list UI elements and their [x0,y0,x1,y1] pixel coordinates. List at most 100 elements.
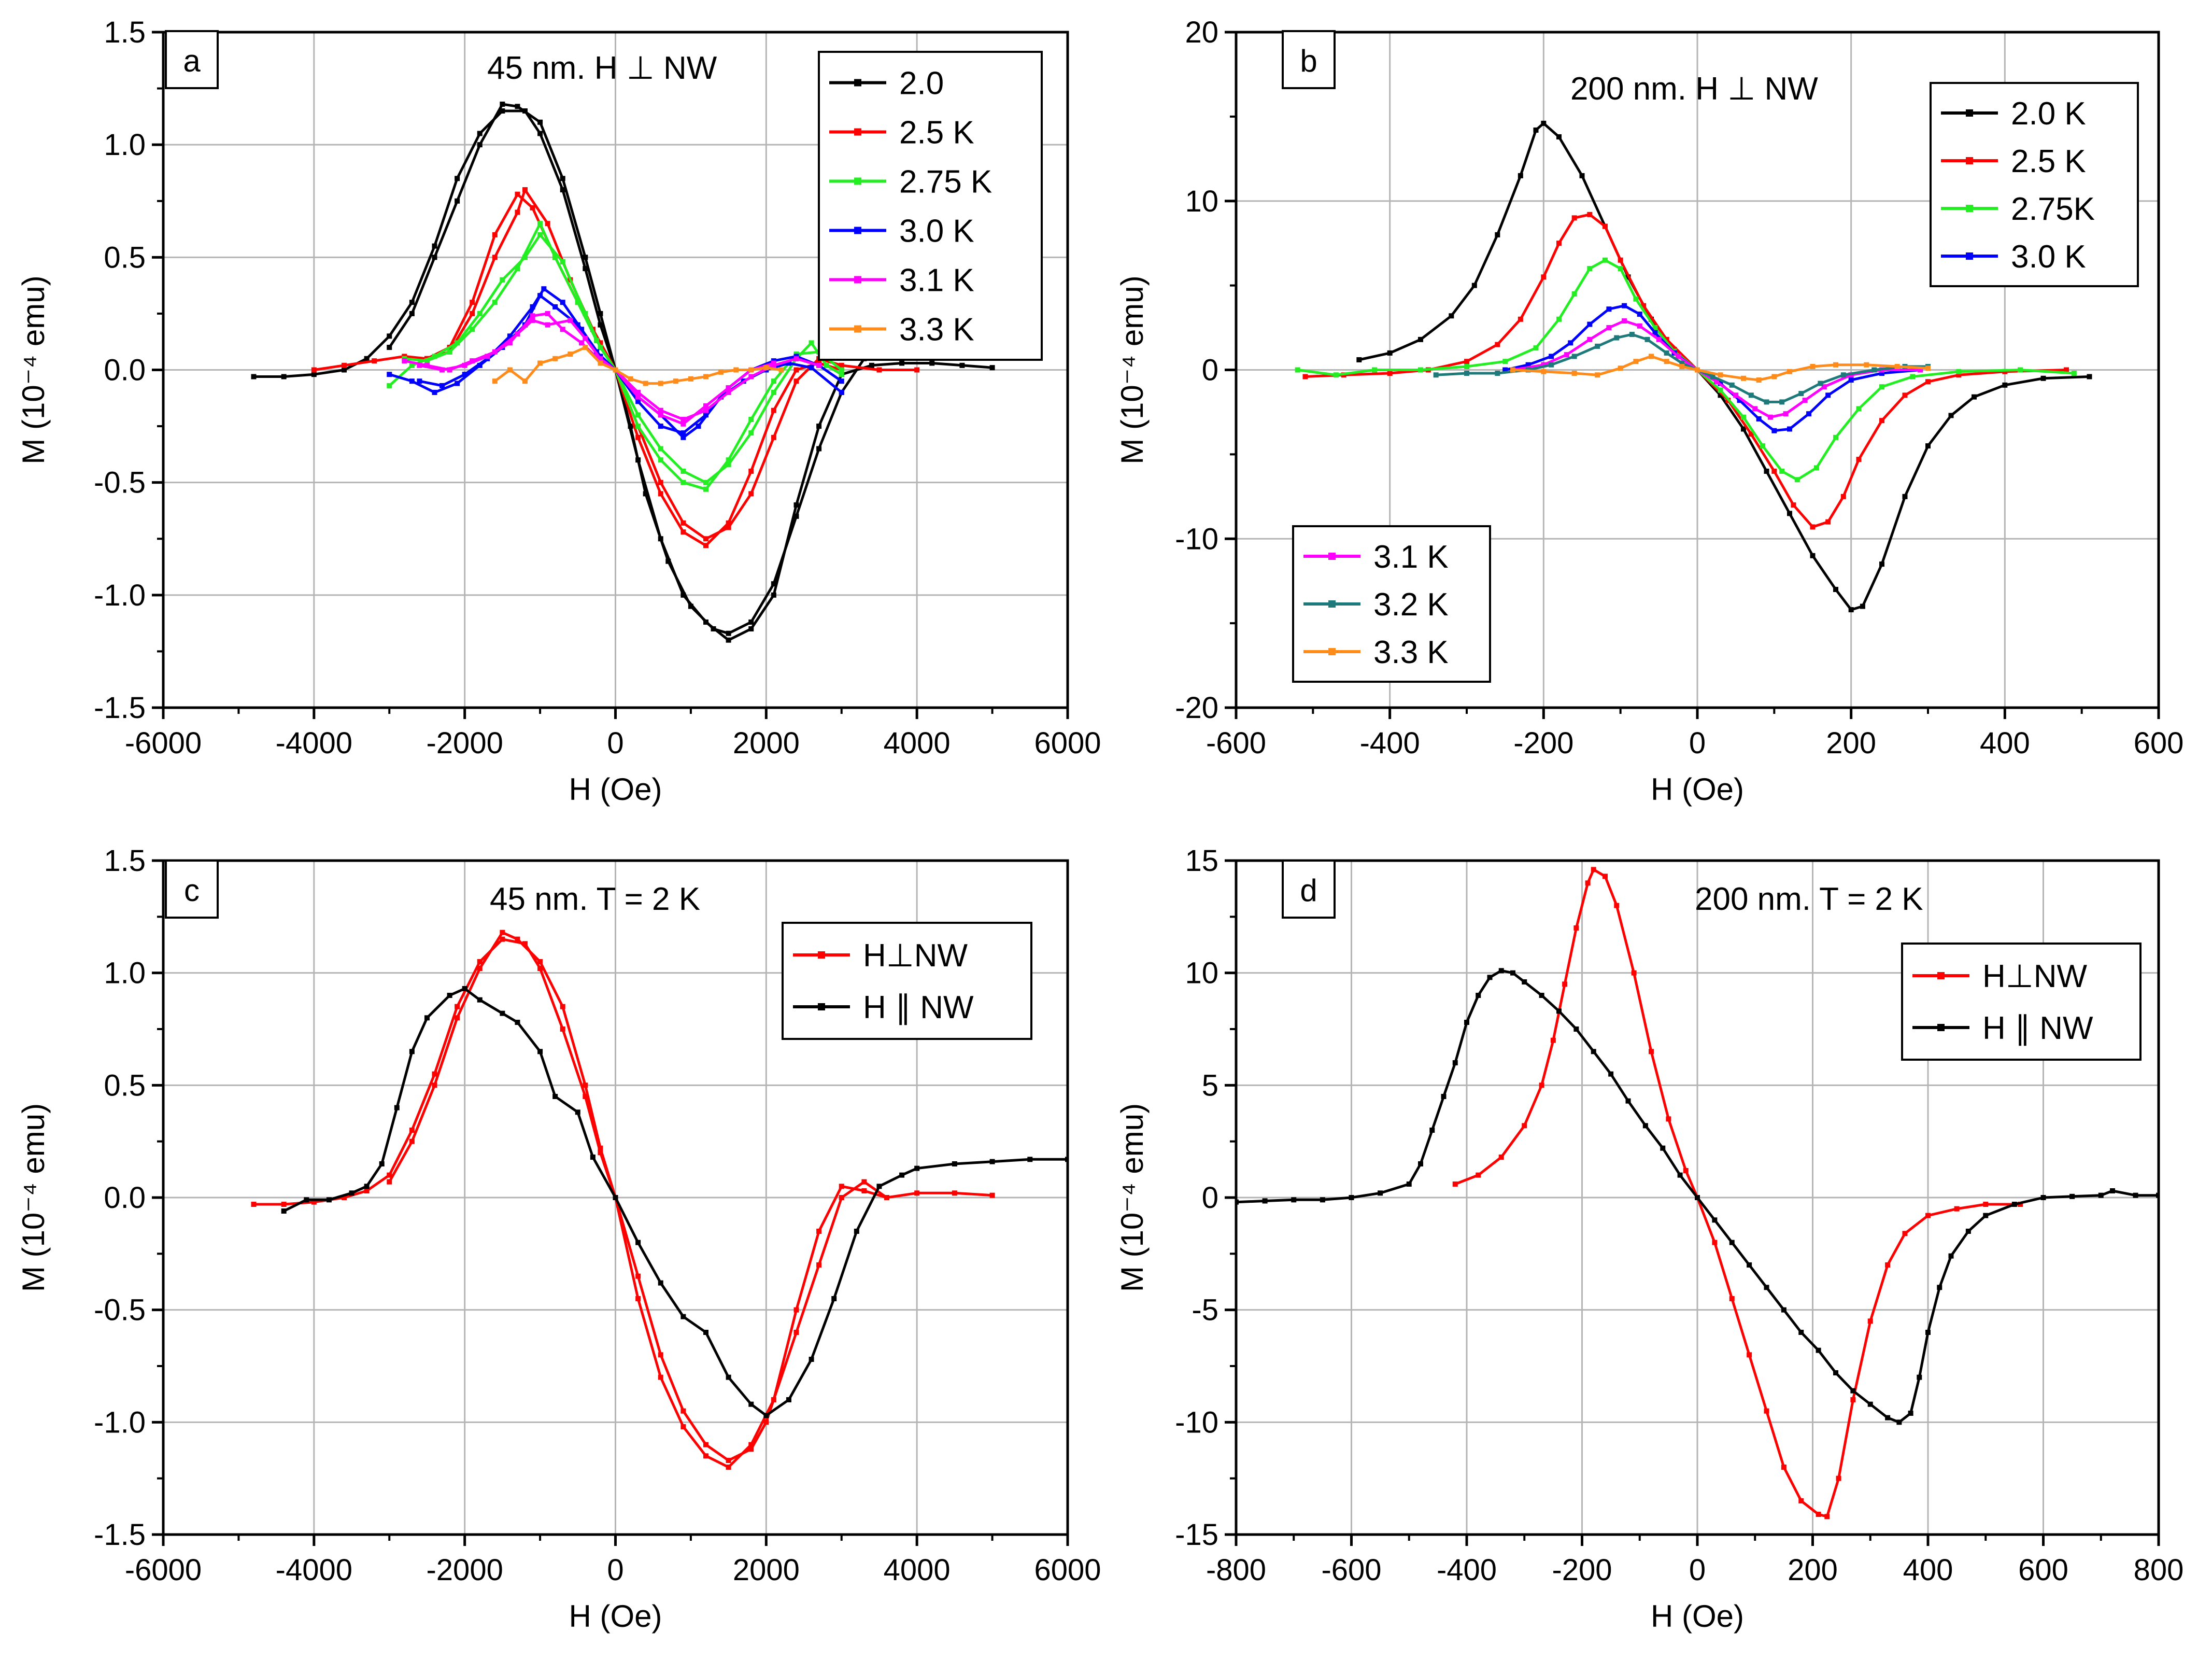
data-point [635,457,641,463]
data-point [1918,367,1923,373]
data-point [1541,362,1547,368]
panel-label-box [165,30,219,89]
y-tick-label: -15 [1175,1518,1218,1552]
data-point [1406,1181,1412,1187]
data-point [680,520,686,526]
data-point [1633,359,1639,364]
data-point [635,412,641,418]
data-point [1712,1240,1718,1245]
data-point [1587,212,1593,217]
data-point [349,1190,355,1196]
data-point [1518,173,1523,178]
data-point [1262,1198,1268,1204]
data-point [1794,477,1800,483]
data-point [635,394,641,400]
data-point [688,603,693,609]
data-point [326,1197,332,1203]
data-point [1729,1240,1735,1245]
data-point [793,513,799,519]
data-point [680,1424,686,1429]
data-point [1556,134,1562,139]
series-line [404,222,843,491]
data-point [1556,316,1562,322]
data-point [1418,1161,1423,1166]
data-point [1618,365,1623,371]
data-point [703,412,708,418]
legend-swatch-marker [854,227,861,234]
data-point [515,104,520,109]
data-point [1550,1037,1556,1043]
data-point [432,354,437,359]
data-point [1748,431,1754,437]
data-point [1879,384,1884,390]
data-point [594,338,600,344]
legend-label: 3.1 K [1373,539,1449,575]
data-point [1783,411,1789,417]
data-point [839,1195,844,1200]
data-point [409,1138,415,1144]
data-point [1695,367,1700,373]
data-point [1372,367,1377,373]
data-point [455,198,460,204]
legend-swatch-marker [1328,648,1336,655]
data-point [1556,241,1562,246]
data-point [1522,979,1527,984]
data-point [703,619,708,625]
data-point [1476,993,1481,998]
data-point [1660,1145,1666,1151]
data-point [688,376,693,382]
data-point [342,1195,347,1200]
data-point [402,358,407,364]
data-point [680,1314,686,1319]
legend-label: 2.0 K [2011,96,2086,132]
data-point [387,1179,392,1185]
data-point [1236,1199,1239,1205]
data-point [1522,1123,1527,1129]
data-point [1644,336,1650,342]
data-point [1652,325,1658,331]
data-point [1983,1213,1989,1218]
data-point [455,1004,460,1009]
data-point [1587,266,1593,272]
data-point [1333,372,1339,378]
series-group [1236,867,2159,1520]
legend: 2.0 K 2.5 K 2.75K 3.0 K [1930,82,2139,287]
y-tick-label: 10 [1185,956,1218,990]
data-point [1925,379,1931,385]
data-point [409,300,415,305]
data-point [1879,371,1884,376]
data-point [364,1184,370,1189]
data-point [470,358,475,364]
legend-label: 2.0 [899,66,944,102]
panel-annotation: 200 nm. T = 2 K [1695,881,1923,917]
legend-label: 3.0 K [899,214,974,249]
data-point [1748,392,1754,398]
data-point [2156,1192,2159,1198]
data-point [1471,283,1477,288]
legend-label: 3.1 K [899,263,974,299]
data-point [409,1049,415,1054]
data-point [1983,1202,1989,1207]
legend-swatch-marker [1328,553,1336,560]
data-point [914,1190,920,1196]
legend-swatch-marker [854,79,861,87]
data-point [2040,1195,2046,1200]
data-point [703,1442,708,1447]
legend-label: 2.75K [2011,191,2095,227]
data-point [1618,257,1623,263]
data-point [2040,375,2046,381]
data-point [470,311,475,316]
x-tick-label: 600 [2134,726,2184,760]
data-point [952,1161,957,1166]
data-point [793,356,799,361]
y-tick-label: -1.0 [94,579,146,612]
data-point [477,966,483,971]
legend-box [1930,82,2139,287]
data-point [658,412,663,418]
data-point [696,424,701,429]
data-point [1714,379,1720,385]
y-tick-label: -1.5 [94,1518,146,1552]
data-point [342,367,347,373]
data-point [1641,303,1647,308]
data-point [492,255,498,260]
